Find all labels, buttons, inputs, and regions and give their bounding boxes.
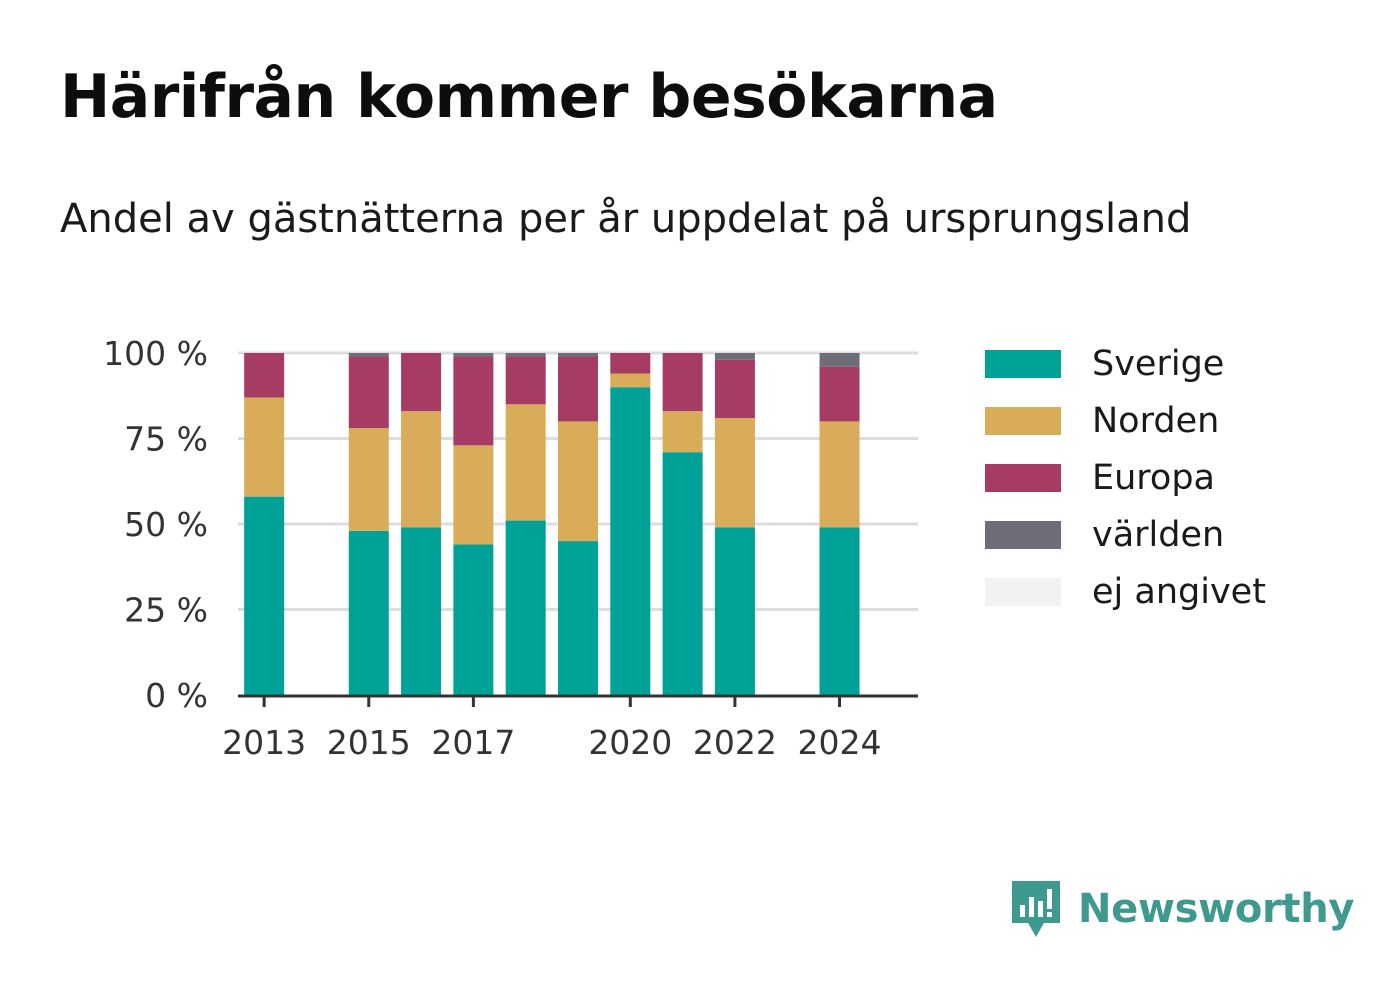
brand-name: Newsworthy [1078,886,1355,932]
bar-segment [714,359,755,418]
bar-segment [244,496,285,695]
bar-segment [348,353,389,357]
legend-swatch [985,463,1061,492]
bar-segment [819,421,860,528]
bar-segment [505,353,546,357]
bar-segment [610,387,651,695]
bar-segment [662,452,703,695]
bar-segment [348,356,389,429]
legend-label: världen [1092,514,1225,555]
bar-segment [610,373,651,388]
bar-segment [348,428,389,531]
bar-segment [505,520,546,695]
legend-swatch [985,520,1061,549]
bar-segment [558,353,598,357]
bar-segment [244,397,285,497]
newsworthy-logo-icon [1012,881,1060,937]
bar-segment [819,353,860,367]
legend-label: Sverige [1092,343,1225,384]
bar-segment [714,417,755,528]
bar-segment [662,411,703,453]
legend-item: världen [985,506,1266,563]
bar-segment [714,353,755,360]
chart-legend: Sverige Norden Europa världen ej angivet [985,335,1266,620]
legend-label: Norden [1092,400,1220,441]
bar-segment [453,544,494,695]
bar-segment [558,421,598,542]
y-tick-label: 50 % [124,505,208,544]
x-tick-label: 2024 [798,723,882,762]
bar-segment [558,541,598,695]
chart-subtitle: Andel av gästnätterna per år uppdelat på… [60,196,1192,242]
x-tick-label: 2015 [327,723,411,762]
bar-segment [401,353,442,412]
legend-label: ej angivet [1092,571,1266,612]
bar-segment [610,353,651,374]
bar-segment [453,445,494,545]
chart-title: Härifrån kommer besökarna [60,62,998,132]
legend-swatch [985,406,1061,435]
brand-logo: Newsworthy [1010,879,1355,939]
bar-segment [505,356,546,405]
legend-item: ej angivet [985,563,1266,620]
bar-segment [401,411,442,528]
legend-item: Norden [985,392,1266,449]
bar-segment [453,356,494,446]
y-tick-label: 75 % [124,420,208,459]
legend-item: Sverige [985,335,1266,392]
bar-segment [401,527,442,695]
bar-segment [505,404,546,521]
legend-item: Europa [985,449,1266,506]
y-tick-label: 25 % [124,591,208,630]
legend-label: Europa [1092,457,1215,498]
x-tick-label: 2013 [222,723,306,762]
bar-segment [558,356,598,422]
y-tick-label: 100 % [103,334,208,373]
bar-segment [453,353,494,357]
x-tick-label: 2020 [588,723,672,762]
stacked-bar-chart: 0 % 25 % 50 % 75 % 100 % 2013 2015 2017 2020 2022… [103,334,918,762]
legend-swatch [985,577,1061,606]
bar-segment [714,527,755,695]
bar-segment [662,353,703,412]
legend-swatch [985,349,1061,378]
x-tick-label: 2017 [431,723,515,762]
bar-segment [244,353,285,398]
x-tick-label: 2022 [693,723,777,762]
bar-segment [819,527,860,695]
bar-segment [819,366,860,422]
y-tick-label: 0 % [145,676,208,715]
bar-segment [348,530,389,695]
